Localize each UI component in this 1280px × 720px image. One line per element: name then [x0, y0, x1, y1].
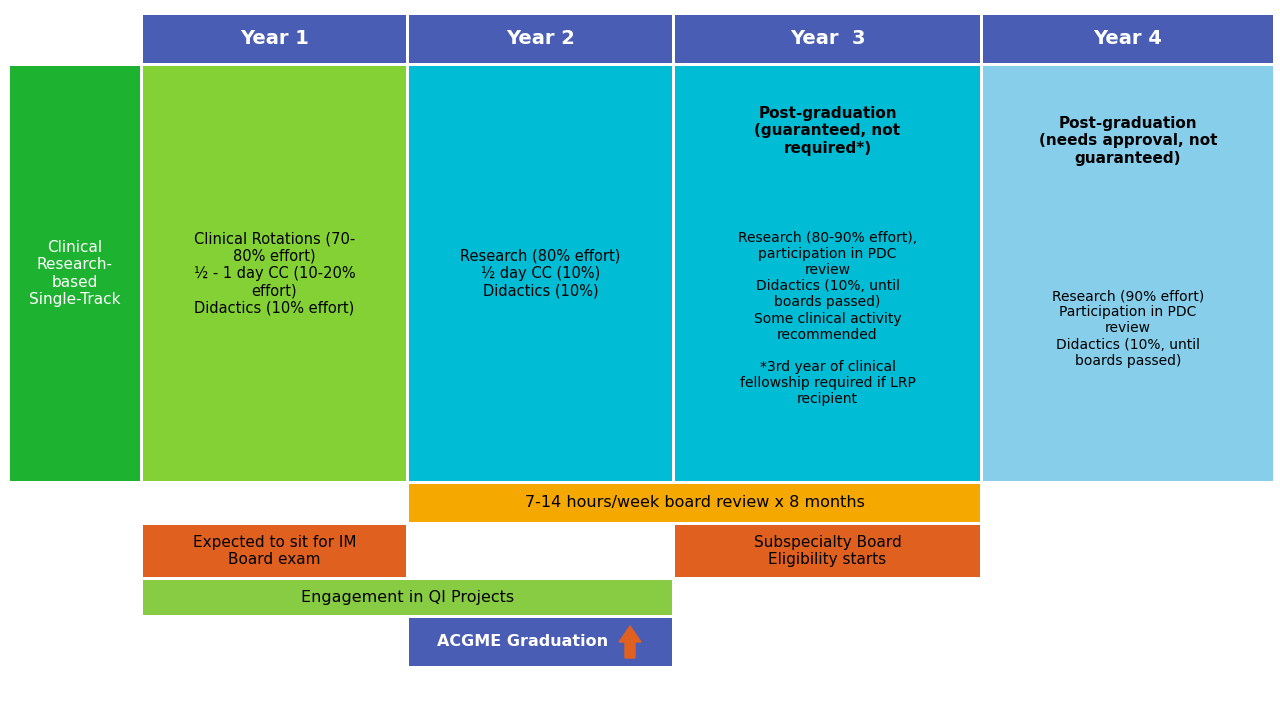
Bar	[983, 66, 1274, 481]
Text: Post-graduation
(guaranteed, not
required*): Post-graduation (guaranteed, not require…	[754, 106, 901, 156]
Bar	[10, 66, 140, 481]
Bar	[675, 15, 980, 63]
Text: Engagement in QI Projects: Engagement in QI Projects	[301, 590, 515, 605]
Text: Expected to sit for IM
Board exam: Expected to sit for IM Board exam	[193, 535, 356, 567]
Text: Year 2: Year 2	[506, 30, 575, 48]
Bar	[983, 15, 1274, 63]
FancyArrow shape	[620, 626, 641, 658]
Bar	[410, 618, 672, 666]
Bar	[143, 66, 406, 481]
Text: Clinical Rotations (70-
80% effort)
½ - 1 day CC (10-20%
effort)
Didactics (10% : Clinical Rotations (70- 80% effort) ½ - …	[193, 231, 356, 316]
Bar	[143, 15, 406, 63]
Text: Year 1: Year 1	[241, 30, 308, 48]
Text: Research (80-90% effort),
participation in PDC
review
Didactics (10%, until
boar: Research (80-90% effort), participation …	[739, 230, 916, 407]
Text: Year 4: Year 4	[1093, 30, 1162, 48]
Bar	[143, 580, 672, 615]
Bar	[675, 525, 980, 577]
Text: Post-graduation
(needs approval, not
guaranteed): Post-graduation (needs approval, not gua…	[1039, 116, 1217, 166]
Bar	[410, 66, 672, 481]
Text: Research (80% effort)
½ day CC (10%)
Didactics (10%): Research (80% effort) ½ day CC (10%) Did…	[461, 248, 621, 298]
Bar	[143, 525, 406, 577]
Text: ACGME Graduation: ACGME Graduation	[436, 634, 608, 649]
Bar	[410, 484, 980, 522]
Text: Year  3: Year 3	[790, 30, 865, 48]
Text: Research (90% effort)
Participation in PDC
review
Didactics (10%, until
boards p: Research (90% effort) Participation in P…	[1052, 289, 1204, 368]
Text: 7-14 hours/week board review x 8 months: 7-14 hours/week board review x 8 months	[525, 495, 864, 510]
Bar	[675, 66, 980, 481]
Text: Subspecialty Board
Eligibility starts: Subspecialty Board Eligibility starts	[754, 535, 901, 567]
Bar	[410, 15, 672, 63]
Text: Clinical
Research-
based
Single-Track: Clinical Research- based Single-Track	[29, 240, 120, 307]
